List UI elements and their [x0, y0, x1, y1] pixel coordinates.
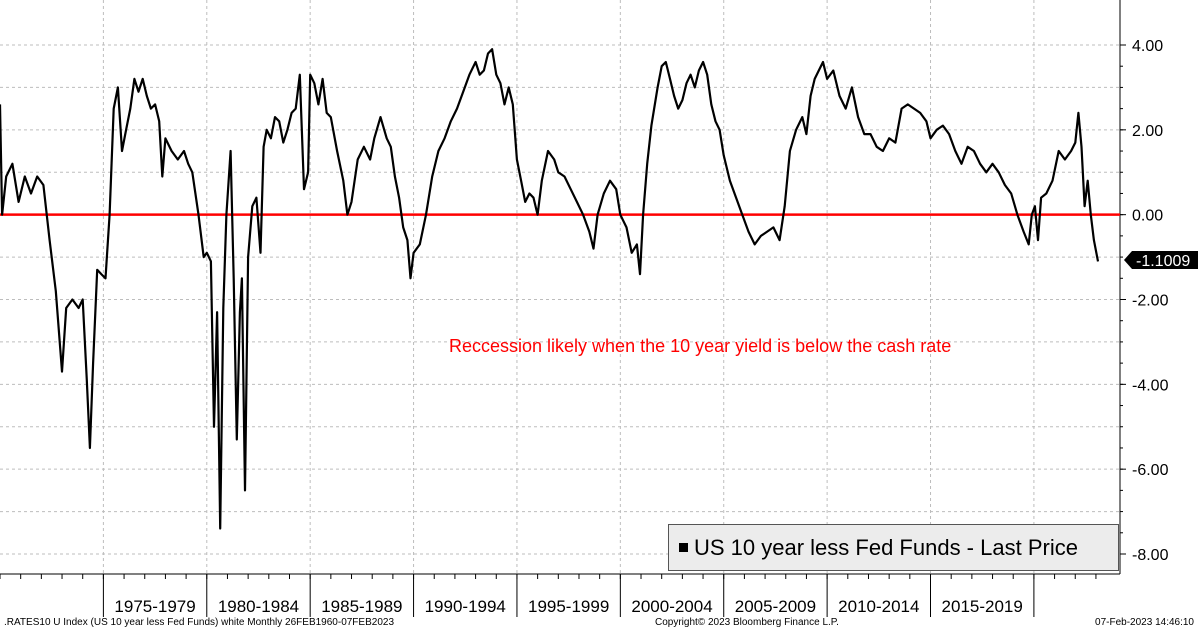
series-layer [0, 48, 1100, 530]
y-tick-label: 2.00 [1132, 123, 1163, 140]
recession-annotation: Reccession likely when the 10 year yield… [449, 336, 951, 356]
x-period-label: 1975-1979 [114, 597, 195, 616]
series-line [0, 48, 1100, 530]
axis-labels: 4.00 2.00 0.00 -2.00 -4.00 -6.00 -8.00 1975-197… [114, 38, 1168, 616]
axes [0, 0, 1126, 617]
x-period-label: 1980-1984 [218, 597, 299, 616]
x-period-label: 2015-2019 [942, 597, 1023, 616]
last-value-label: -1.1009 [1136, 253, 1190, 270]
last-value-tag: -1.1009 [1124, 251, 1198, 270]
footer-timestamp: 07-Feb-2023 14:46:10 [1095, 617, 1194, 628]
y-tick-label: 4.00 [1132, 38, 1163, 55]
legend-series-name: US 10 year less Fed Funds - Last Price [694, 534, 1078, 560]
x-period-label: 1995-1999 [528, 597, 609, 616]
x-period-label: 2010-2014 [838, 597, 919, 616]
y-tick-label: -4.00 [1132, 377, 1169, 394]
legend-swatch [679, 543, 688, 552]
x-period-label: 1985-1989 [321, 597, 402, 616]
footer-source: .RATES10 U Index (US 10 year less Fed Fu… [4, 617, 395, 628]
footer-copyright: Copyright© 2023 Bloomberg Finance L.P. [655, 617, 839, 628]
y-tick-label: -2.00 [1132, 293, 1169, 310]
y-tick-label: -6.00 [1132, 462, 1169, 479]
x-period-label: 2000-2004 [631, 597, 712, 616]
grid-lines [0, 0, 1120, 574]
y-tick-label: 0.00 [1132, 208, 1163, 225]
last-value-tag-shape [1124, 251, 1198, 269]
legend: US 10 year less Fed Funds - Last Price [668, 524, 1119, 571]
y-tick-label: -8.00 [1132, 547, 1169, 564]
x-period-label: 2005-2009 [735, 597, 816, 616]
x-period-label: 1990-1994 [425, 597, 506, 616]
